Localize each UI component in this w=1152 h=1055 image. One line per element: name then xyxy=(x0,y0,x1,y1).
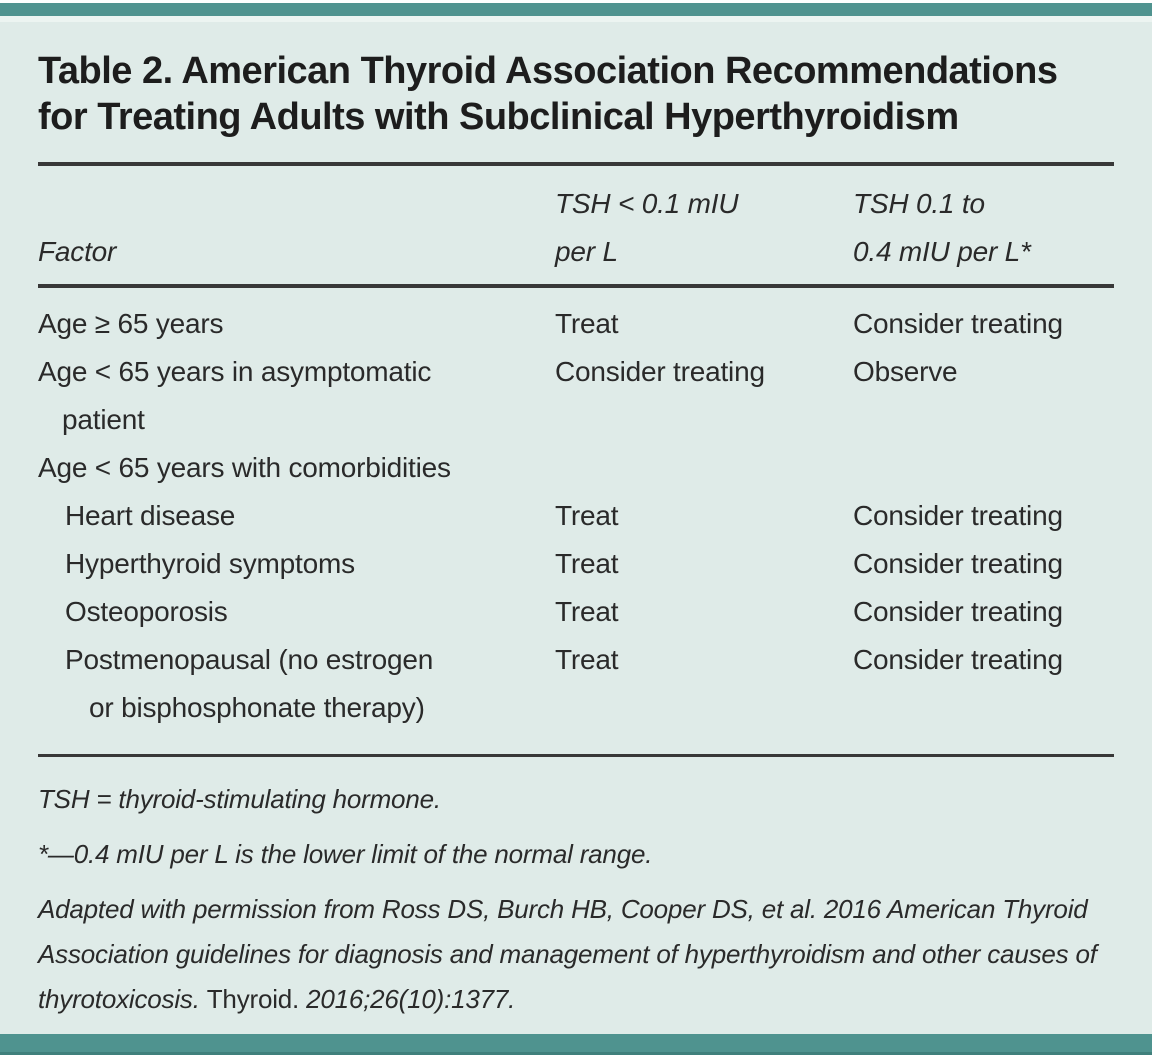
factor-text: Hyperthyroid symptoms xyxy=(65,548,355,579)
tsh-mid-cell: Consider treating xyxy=(853,500,1063,531)
table-panel: Table 2. American Thyroid Association Re… xyxy=(0,22,1152,1034)
column-header-tsh-mid: TSH 0.1 to 0.4 mIU per L* xyxy=(853,180,1114,276)
tsh-mid-cell: Observe xyxy=(853,356,958,387)
rule-below-title xyxy=(38,162,1114,166)
column-header-tsh-mid-line1: TSH 0.1 to xyxy=(853,188,985,219)
tsh-mid-cell: Consider treating xyxy=(853,596,1063,627)
tsh-low-cell: Treat xyxy=(555,548,619,579)
factor-text: Age < 65 years in asymptomatic xyxy=(38,356,432,387)
factor-text-wrap: patient xyxy=(62,404,145,435)
tsh-low-cell: Treat xyxy=(555,500,619,531)
column-header-factor: Factor xyxy=(38,236,117,267)
factor-cell: Heart disease xyxy=(38,492,555,540)
table-row: Osteoporosis Treat Consider treating xyxy=(38,588,1114,636)
column-header-tsh-mid-line2: 0.4 mIU per L* xyxy=(853,236,1031,267)
tsh-mid-cell: Consider treating xyxy=(853,308,1063,339)
citation-reference: 2016;26(10):1377. xyxy=(299,984,516,1014)
table-row: Age ≥ 65 years Treat Consider treating xyxy=(38,300,1114,348)
bottom-teal-bar xyxy=(0,1034,1152,1055)
factor-cell: Hyperthyroid symptoms xyxy=(38,540,555,588)
table-row: Hyperthyroid symptoms Treat Consider tre… xyxy=(38,540,1114,588)
table-row: Postmenopausal (no estrogen or bisphosph… xyxy=(38,636,1114,732)
table-title: Table 2. American Thyroid Association Re… xyxy=(38,22,1114,140)
top-teal-bar xyxy=(0,3,1152,16)
footnote-abbreviation: TSH = thyroid-stimulating hormone. xyxy=(38,784,441,814)
table-header-row: Factor TSH < 0.1 mIU per L TSH 0.1 to 0.… xyxy=(38,166,1114,284)
top-white-strip xyxy=(0,0,1152,3)
column-header-tsh-low: TSH < 0.1 mIU per L xyxy=(555,180,853,276)
factor-text-wrap: or bisphosphonate therapy) xyxy=(89,692,425,723)
tsh-low-cell: Consider treating xyxy=(555,356,765,387)
top-light-strip xyxy=(0,16,1152,22)
tsh-mid-cell xyxy=(853,444,1114,492)
factor-text: Age < 65 years with comorbidities xyxy=(38,452,451,483)
table-footnotes: TSH = thyroid-stimulating hormone. *—0.4… xyxy=(38,757,1114,1022)
table-title-line2: for Treating Adults with Subclinical Hyp… xyxy=(38,96,959,138)
tsh-low-cell xyxy=(555,444,853,492)
tsh-low-cell: Treat xyxy=(555,308,619,339)
rule-below-header xyxy=(38,284,1114,288)
tsh-low-cell: Treat xyxy=(555,596,619,627)
factor-cell: Age ≥ 65 years xyxy=(38,300,555,348)
factor-text: Age ≥ 65 years xyxy=(38,308,224,339)
footnote-asterisk: *—0.4 mIU per L is the lower limit of th… xyxy=(38,839,653,869)
table-row: Age < 65 years in asymptomatic patient C… xyxy=(38,348,1114,444)
factor-cell: Age < 65 years with comorbidities xyxy=(38,444,555,492)
factor-cell: Age < 65 years in asymptomatic patient xyxy=(38,348,555,444)
tsh-mid-cell: Consider treating xyxy=(853,644,1063,675)
factor-cell: Postmenopausal (no estrogen or bisphosph… xyxy=(38,636,555,732)
table-row: Heart disease Treat Consider treating xyxy=(38,492,1114,540)
tsh-mid-cell: Consider treating xyxy=(853,548,1063,579)
column-header-tsh-low-line2: per L xyxy=(555,236,618,267)
table-body: Age ≥ 65 years Treat Consider treating A… xyxy=(38,288,1114,754)
rule-below-body xyxy=(38,754,1114,757)
factor-cell: Osteoporosis xyxy=(38,588,555,636)
column-header-tsh-low-line1: TSH < 0.1 mIU xyxy=(555,188,739,219)
table-title-line1: Table 2. American Thyroid Association Re… xyxy=(38,50,1058,92)
factor-text: Osteoporosis xyxy=(65,596,228,627)
factor-text: Heart disease xyxy=(65,500,236,531)
factor-text: Postmenopausal (no estrogen xyxy=(65,644,434,675)
citation-text: Adapted with permission from Ross DS, Bu… xyxy=(38,894,1097,1014)
table-section-row: Age < 65 years with comorbidities xyxy=(38,444,1114,492)
tsh-low-cell: Treat xyxy=(555,644,619,675)
footnote-citation: Adapted with permission from Ross DS, Bu… xyxy=(38,877,1114,1022)
citation-journal-name: Thyroid. xyxy=(206,984,300,1014)
